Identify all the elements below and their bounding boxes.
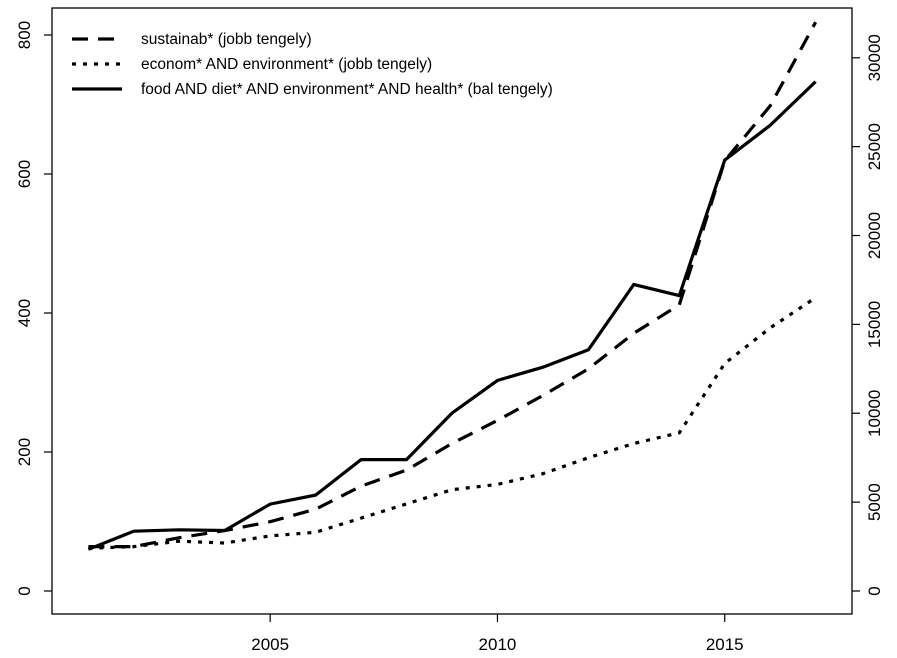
right-tick-label: 20000 [865,212,884,259]
plot-border [51,7,853,615]
series-layer [87,21,818,551]
legend-label-2: econom* AND environment* (jobb tengely) [141,56,432,73]
legend-label-3: food AND diet* AND environment* AND heal… [141,81,553,98]
left-y-axis: 0 200 400 600 800 [15,21,52,596]
left-tick-label: 600 [15,160,34,188]
right-tick-label: 15000 [865,301,884,348]
left-tick-label: 800 [15,21,34,49]
right-tick-label: 30000 [865,34,884,81]
x-tick-label: 2015 [706,635,744,654]
left-tick-label: 0 [15,586,34,595]
right-tick-label: 5000 [865,483,884,521]
legend-label-1: sustainab* (jobb tengely) [141,31,312,48]
x-tick-label: 2005 [251,635,289,654]
legend: sustainab* (jobb tengely) econom* AND env… [72,31,553,98]
right-tick-label: 0 [865,586,884,595]
right-tick-label: 25000 [865,123,884,170]
left-tick-label: 200 [15,438,34,466]
x-axis: 2005 2010 2015 [251,614,744,654]
series-line-2 [88,296,817,550]
left-tick-label: 400 [15,299,34,327]
right-y-axis: 0 5000 10000 15000 20000 25000 30000 [852,34,884,596]
plot-frame [51,7,853,615]
series-line-3 [87,80,817,551]
series-line-1 [88,21,818,549]
right-tick-label: 10000 [865,390,884,437]
x-tick-label: 2010 [479,635,517,654]
